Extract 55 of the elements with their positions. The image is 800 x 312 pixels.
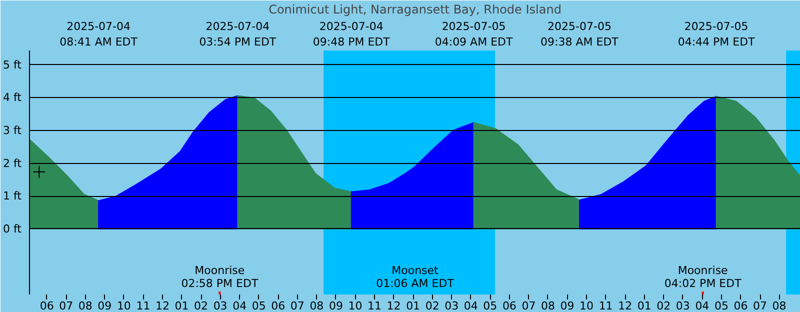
- x-tick-label: 04: [695, 300, 710, 312]
- x-tick-label: 10: [348, 300, 362, 312]
- x-tick-label: 05: [483, 300, 498, 312]
- x-tick-label: 02: [425, 300, 440, 312]
- x-tick-label: 04: [464, 300, 478, 312]
- x-tick-label: 04: [232, 300, 247, 312]
- x-tick-label: 11: [136, 300, 150, 312]
- y-tick-label: 4 ft: [3, 91, 22, 104]
- x2-tick-label: 2025-07-04 03:54 PM EDT: [199, 20, 276, 48]
- x2-tick-label: 2025-07-05 04:09 AM EDT: [434, 20, 513, 48]
- x-tick-label: 06: [271, 300, 286, 312]
- x-tick-label: 09: [328, 300, 343, 312]
- x-tick-label: 06: [734, 300, 748, 312]
- x-tick-label: 01: [174, 300, 189, 312]
- x-tick-label: 10: [116, 300, 131, 312]
- ref-line-label: Moonrise 04:02 PM EDT: [664, 264, 742, 290]
- x-tick-label: 03: [676, 300, 690, 312]
- x2-tick-label: 2025-07-05 09:38 AM EDT: [540, 20, 619, 48]
- x-tick-label: 07: [522, 300, 536, 312]
- chart-title: Conimicut Light, Narragansett Bay, Rhode Island: [268, 2, 562, 16]
- y-tick-label: 1 ft: [3, 190, 22, 203]
- y-tick-label: 3 ft: [3, 124, 22, 138]
- x-tick-label: 11: [368, 300, 382, 312]
- x-tick-label: 05: [252, 300, 266, 312]
- x-tick-label: 03: [444, 300, 459, 312]
- x-tick-label: 01: [637, 300, 652, 312]
- x-tick-label: 02: [656, 300, 671, 312]
- x-tick-label: 03: [213, 300, 228, 312]
- x2-tick-label: 2025-07-04 09:48 PM EDT: [312, 20, 390, 48]
- x-tick-label: 09: [560, 300, 574, 312]
- x-tick-label: 08: [541, 300, 555, 312]
- x-tick-label: 07: [290, 300, 304, 312]
- x-tick-label: 08: [772, 300, 786, 312]
- x-tick-label: 02: [194, 300, 208, 312]
- x-tick-label: 06: [502, 300, 516, 312]
- x-tick-label: 06: [40, 300, 54, 312]
- x-tick-label: 07: [753, 300, 768, 312]
- y-tick-label: 0 ft: [3, 222, 22, 236]
- x-tick-label: 07: [59, 300, 74, 312]
- ref-line-label: Moonrise 02:58 PM EDT: [181, 264, 258, 290]
- x-tick-label: 08: [78, 300, 92, 312]
- x-tick-label: 12: [156, 300, 170, 312]
- x2-tick-label: 2025-07-04 08:41 AM EDT: [60, 20, 138, 48]
- x-tick-label: 08: [310, 300, 324, 312]
- x-tick-label: 11: [598, 300, 613, 312]
- ref-line-label: Moonset 01:06 AM EDT: [376, 264, 454, 290]
- x-tick-label: 01: [406, 300, 420, 312]
- x-tick-label: 10: [580, 300, 594, 312]
- x-tick-label: 12: [618, 300, 632, 312]
- x-tick-label: 09: [98, 300, 112, 312]
- y-tick-label: 2 ft: [3, 156, 22, 170]
- x2-tick-label: 2025-07-05 04:44 PM EDT: [678, 20, 756, 48]
- x-tick-label: 05: [714, 300, 728, 312]
- y-tick-label: 5 ft: [3, 58, 22, 72]
- x-tick-label: 12: [386, 300, 401, 312]
